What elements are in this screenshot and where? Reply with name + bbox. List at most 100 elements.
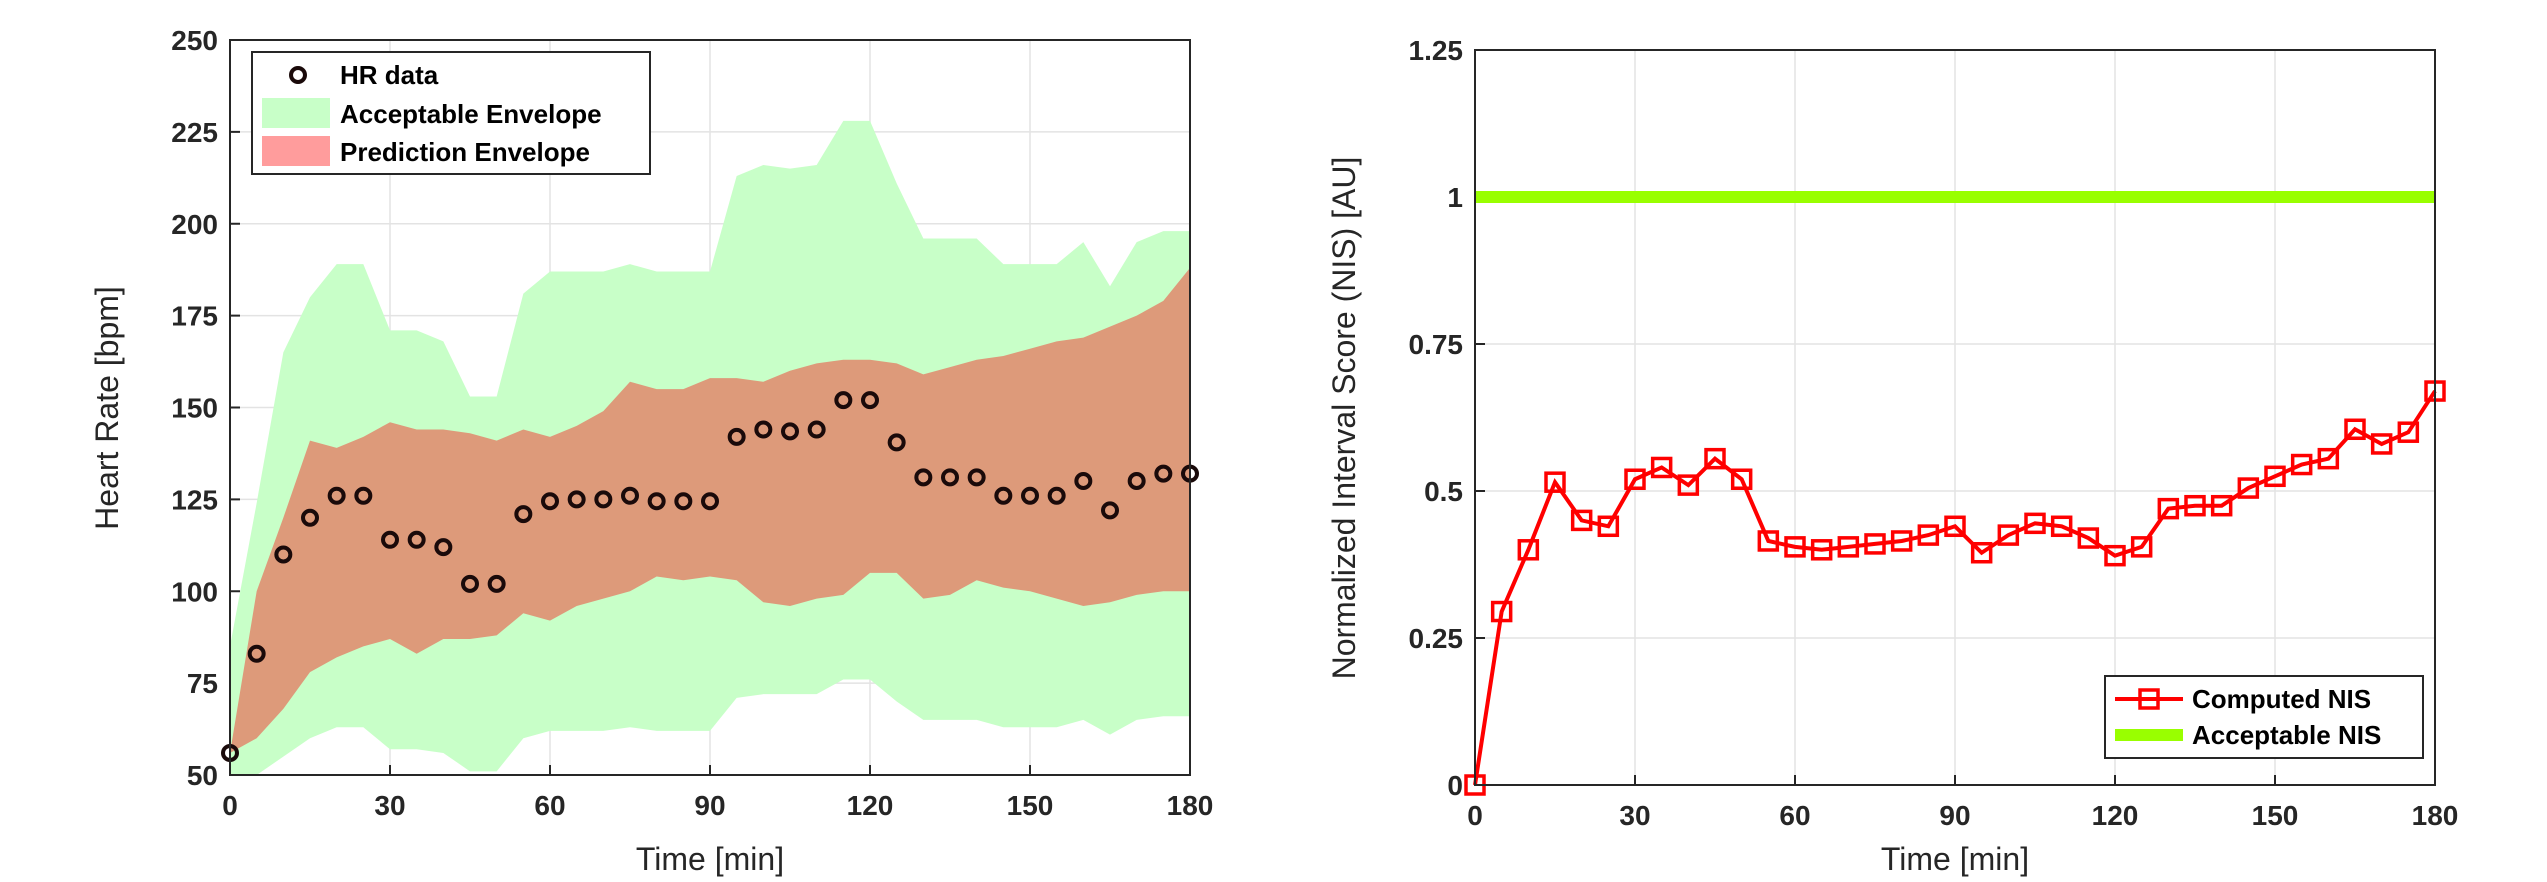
nis-plot: 0 30 60 90 120 150 180 0 0.25 0.5 0.75 1 1.25 Time … <box>1326 35 2458 877</box>
y-tick-label: 75 <box>187 668 218 699</box>
computed-nis-marker <box>1917 524 1940 546</box>
computed-nis-marker <box>2184 494 2206 517</box>
x-axis-label-left: Time [min] <box>636 841 784 877</box>
y-tick-labels-left: 50 75 100 125 150 175 200 225 250 <box>171 25 218 791</box>
x-tick-label: 90 <box>1939 800 1970 831</box>
x-tick-label: 60 <box>534 790 565 821</box>
legend-marker-computed-nis <box>2138 688 2160 710</box>
computed-nis-marker <box>1650 456 1673 479</box>
y-tick-label: 0 <box>1447 770 1463 801</box>
computed-nis-marker <box>2130 536 2153 558</box>
hr-data-point <box>621 486 639 505</box>
y-tick-label: 125 <box>171 484 218 515</box>
hr-data-point <box>967 468 986 487</box>
hr-data-point <box>887 433 906 452</box>
hr-data-point <box>514 505 533 524</box>
computed-nis-marker <box>1730 468 1753 490</box>
legend-right: Computed NIS Acceptable NIS <box>2104 675 2424 759</box>
x-tick-labels-right: 0 30 60 90 120 150 180 <box>1467 800 2458 831</box>
computed-nis-marker <box>1810 539 1833 561</box>
hr-data-point <box>1074 472 1093 490</box>
computed-nis-marker <box>2157 497 2180 520</box>
computed-nis-marker <box>1890 530 1913 552</box>
y-axis-label-left: Heart Rate [bpm] <box>89 286 125 530</box>
legend-label-computed-nis: Computed NIS <box>2192 684 2371 714</box>
hr-data-point <box>434 538 453 557</box>
legend-swatch-acceptable-envelope <box>262 98 330 128</box>
hr-data-point <box>807 420 826 439</box>
hr-data-point <box>1021 486 1039 505</box>
legend-swatch-prediction-envelope <box>262 136 330 166</box>
x-tick-label: 120 <box>2092 800 2139 831</box>
computed-nis-marker <box>1517 539 1540 561</box>
computed-nis-marker <box>1784 536 1806 558</box>
y-tick-label: 225 <box>171 117 218 148</box>
x-tick-label: 60 <box>1779 800 1810 831</box>
computed-nis-line <box>1473 389 2437 786</box>
computed-nis-marker <box>1864 533 1886 555</box>
hr-data-point <box>754 420 773 439</box>
computed-nis-marker <box>1570 509 1593 532</box>
x-tick-label: 30 <box>374 790 405 821</box>
x-tick-label: 90 <box>694 790 725 821</box>
envelopes <box>230 120 1190 776</box>
hr-data-point <box>247 644 266 663</box>
hr-data-point <box>674 492 693 511</box>
computed-nis-marker <box>1677 474 1700 496</box>
y-tick-label: 175 <box>171 301 218 332</box>
y-tick-label: 250 <box>171 25 218 56</box>
computed-nis-marker <box>2210 494 2233 517</box>
y-tick-label: 200 <box>171 209 218 240</box>
hr-data-point <box>861 391 879 410</box>
computed-nis-marker <box>2050 515 2073 538</box>
hr-data-point <box>1127 472 1146 490</box>
hr-data-point <box>354 486 373 505</box>
y-tick-labels-right: 0 0.25 0.5 0.75 1 1.25 <box>1409 35 1464 801</box>
computed-nis-marker <box>1944 515 1966 538</box>
hr-data-points <box>221 391 1199 762</box>
hr-data-point <box>781 422 799 441</box>
computed-nis-marker <box>1837 536 1860 558</box>
computed-nis-marker <box>1704 447 1726 470</box>
computed-nis-marker <box>1997 524 2020 546</box>
hr-data-point <box>1101 501 1119 520</box>
hr-data-point <box>381 530 399 549</box>
y-tick-label: 0.25 <box>1409 623 1464 654</box>
computed-nis-marker <box>2370 433 2393 455</box>
computed-nis-marker <box>2077 527 2100 549</box>
hr-data-point <box>274 545 293 564</box>
computed-nis-marker <box>1490 600 1513 623</box>
hr-data-point <box>1047 486 1066 505</box>
legend-label-acceptable-nis: Acceptable NIS <box>2192 720 2381 750</box>
y-axis-label-right: Normalized Interval Score (NIS) [AU] <box>1326 157 1362 680</box>
y-tick-label: 0.75 <box>1409 329 1464 360</box>
hr-data-point <box>487 574 506 593</box>
hr-data-point <box>701 492 719 511</box>
computed-nis-marker <box>2317 447 2340 470</box>
hr-data-point <box>594 490 613 509</box>
x-tick-label: 150 <box>1007 790 1054 821</box>
computed-nis-marker <box>1757 530 1780 552</box>
computed-nis-marker <box>2237 477 2260 499</box>
legend-label-hr-data: HR data <box>340 60 439 90</box>
computed-nis-marker <box>2290 453 2313 476</box>
x-tick-label: 120 <box>847 790 894 821</box>
y-tick-label: 0.5 <box>1424 476 1463 507</box>
prediction-envelope-area <box>230 267 1190 753</box>
y-tick-label: 1.25 <box>1409 35 1464 66</box>
x-tick-label: 180 <box>2412 800 2459 831</box>
hr-data-point <box>994 486 1013 505</box>
hr-data-point <box>461 574 479 593</box>
hr-data-point <box>727 427 746 446</box>
x-tick-label: 0 <box>1467 800 1483 831</box>
x-tick-label: 150 <box>2252 800 2299 831</box>
x-tick-label: 30 <box>1619 800 1650 831</box>
computed-nis-marker <box>2397 421 2420 443</box>
hr-data-point <box>914 468 933 487</box>
computed-nis-marker <box>2344 418 2366 441</box>
hr-data-point <box>941 468 959 487</box>
x-tick-label: 180 <box>1167 790 1214 821</box>
computed-nis-marker <box>1544 471 1566 493</box>
hr-data-point <box>567 490 586 509</box>
